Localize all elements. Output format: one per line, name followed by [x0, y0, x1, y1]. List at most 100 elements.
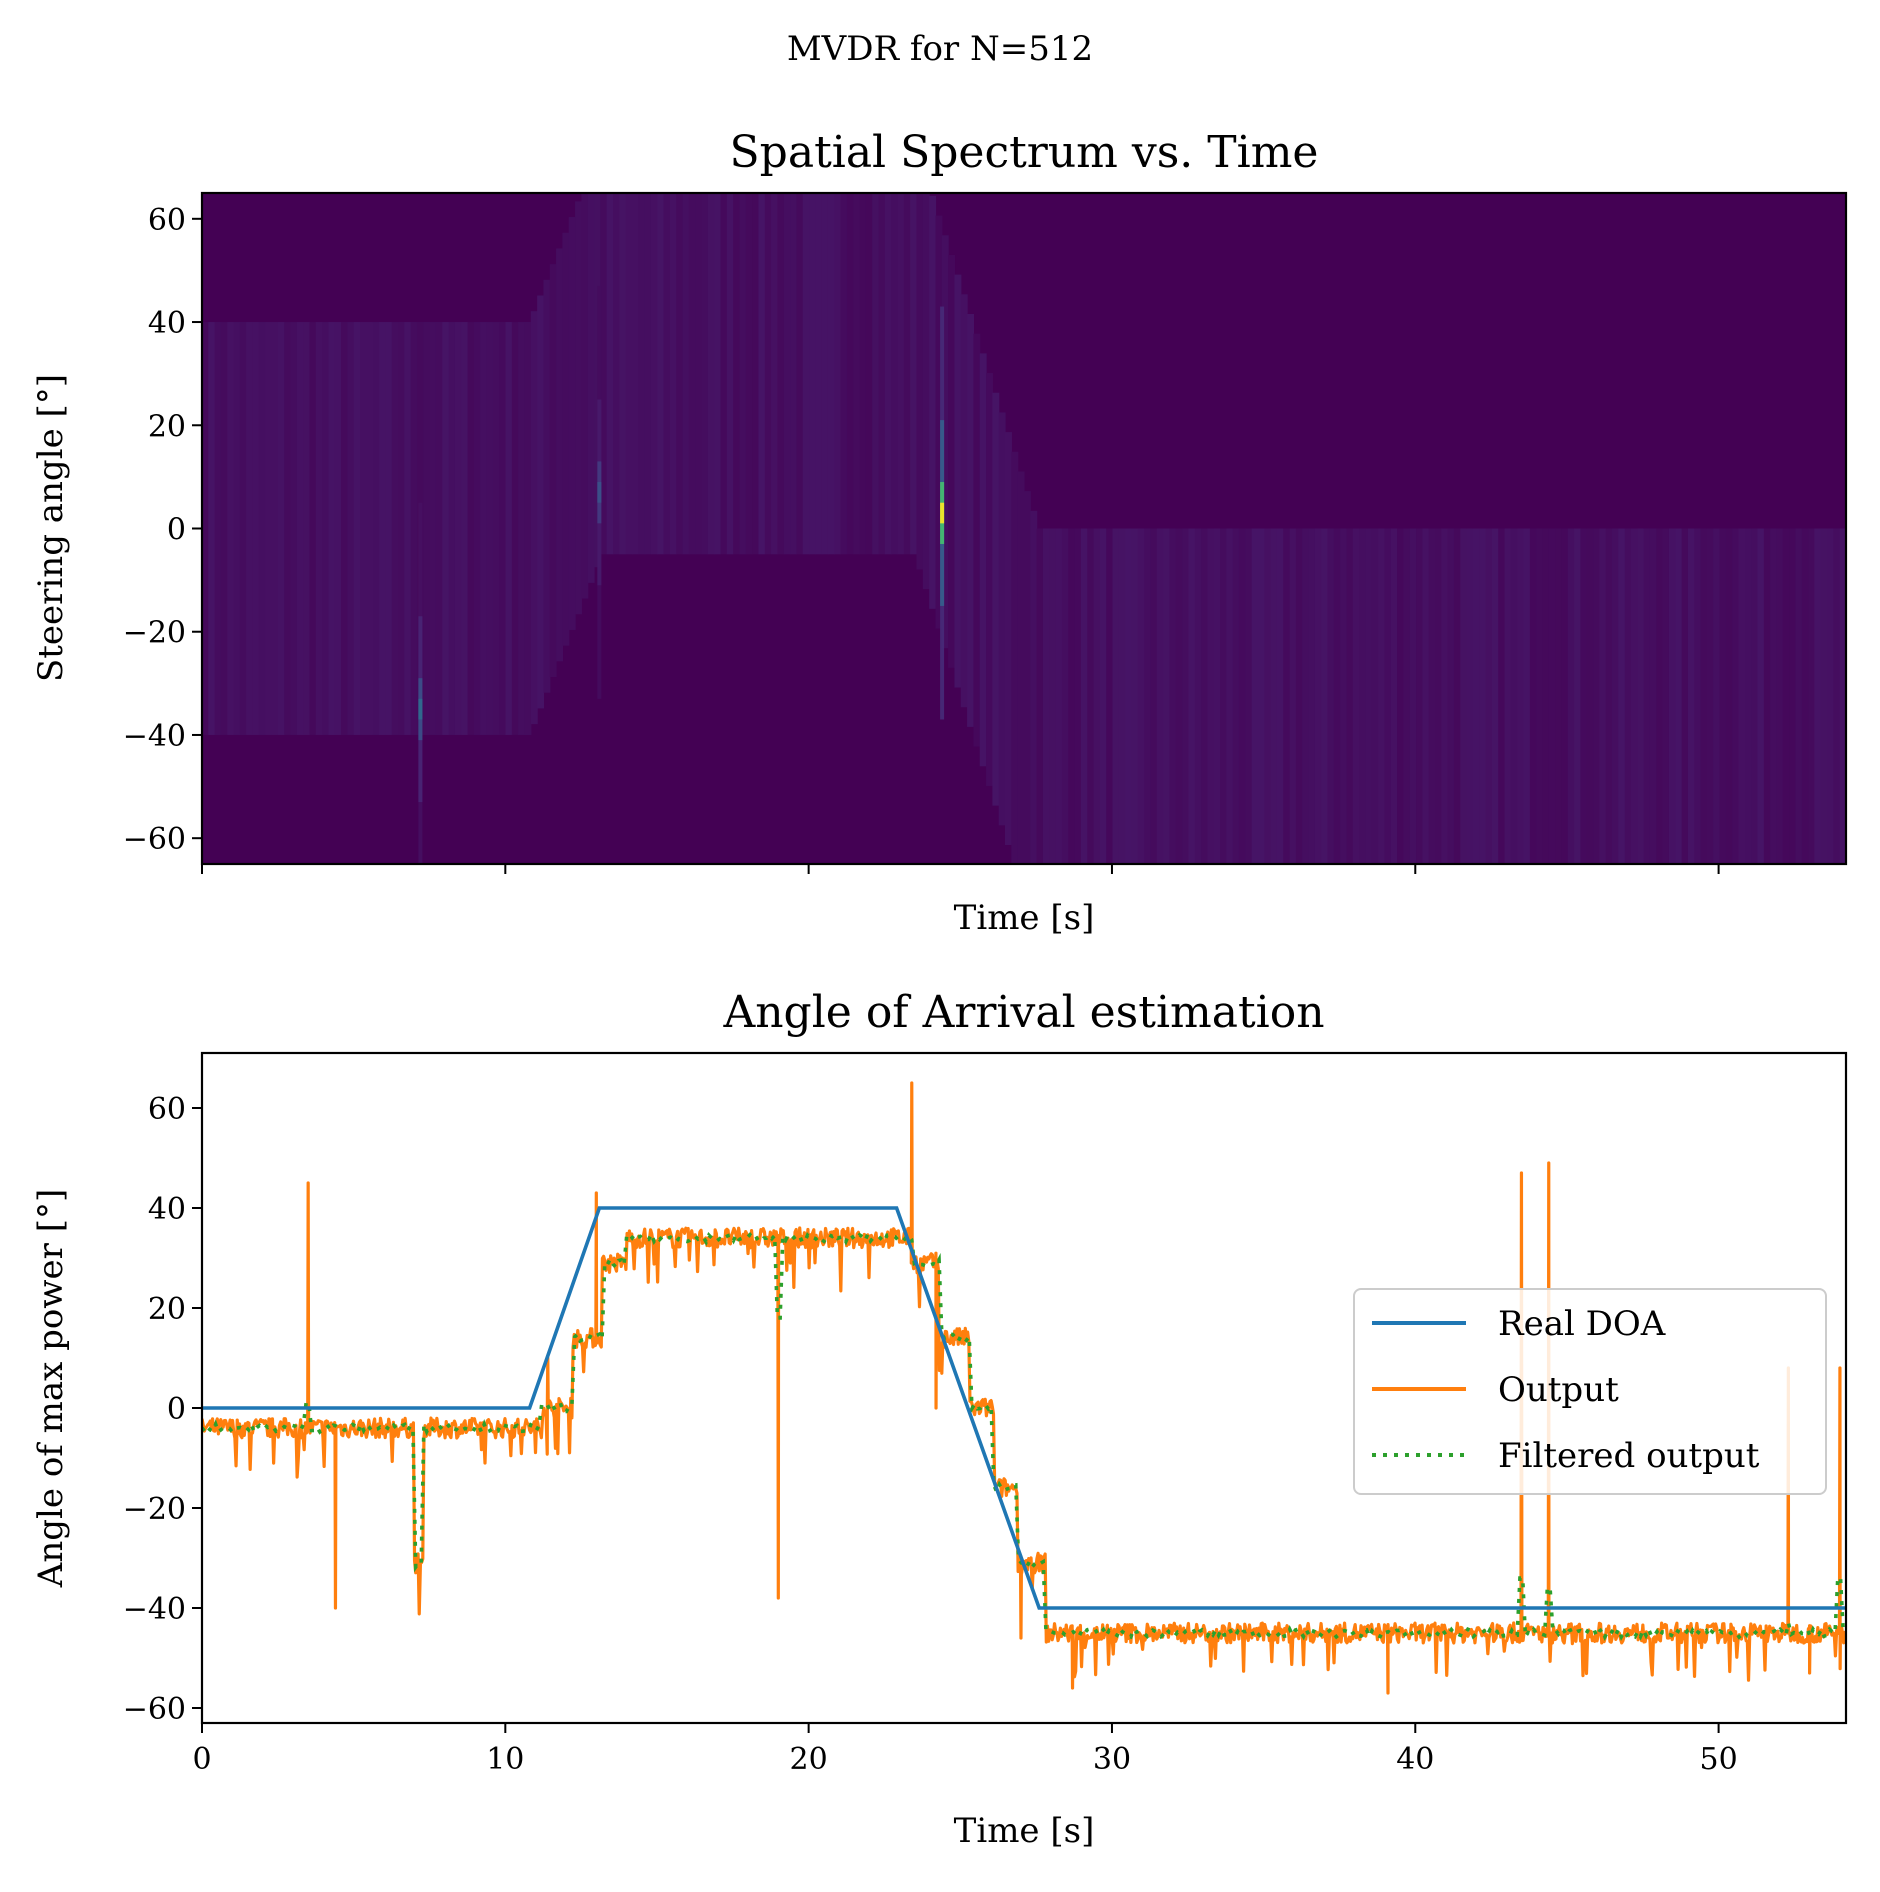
x-tick-label: 10: [486, 1742, 524, 1777]
y-tick-label: 0: [167, 1392, 186, 1427]
heatmap-peak: [418, 502, 423, 864]
legend-box: [1353, 1288, 1827, 1495]
heatmap-column: [809, 193, 816, 555]
heatmap-column: [202, 322, 209, 735]
y-tick-label: 20: [148, 409, 186, 444]
heatmap-column: [1593, 528, 1600, 864]
legend-label-filtered-output: Filtered output: [1498, 1436, 1760, 1476]
heatmap-column: [398, 322, 405, 735]
y-tick-label: −60: [123, 1692, 186, 1727]
heatmap-column: [1150, 528, 1158, 864]
heatmap-column: [663, 193, 671, 555]
heatmap-column: [929, 195, 937, 609]
heatmap-column: [214, 322, 222, 735]
heatmap-column: [1327, 528, 1335, 864]
heatmap-column: [1681, 528, 1689, 864]
heatmap-column: [1732, 528, 1740, 864]
heatmap-column: [1839, 528, 1846, 864]
heatmap-column: [1055, 528, 1063, 864]
figure-suptitle: MVDR for N=512: [787, 29, 1093, 69]
heatmap-column: [391, 322, 399, 735]
heatmap-column: [1649, 528, 1657, 864]
heatmap-column: [322, 322, 330, 735]
heatmap-column: [271, 322, 279, 735]
heatmap-column: [1833, 528, 1841, 864]
heatmap-column: [303, 322, 311, 735]
heatmap-column: [941, 235, 949, 649]
heatmap-column: [1251, 528, 1259, 864]
heatmap-column: [840, 193, 848, 555]
heatmap-column: [1485, 528, 1493, 864]
heatmap-column: [1719, 528, 1727, 864]
heatmap-column: [1024, 491, 1031, 864]
heatmap-column: [1631, 528, 1638, 864]
heatmap-column: [1283, 528, 1291, 864]
heatmap-column: [1384, 528, 1392, 864]
spectrum-ylabel: Steering angle [°]: [31, 374, 71, 682]
heatmap-column: [208, 322, 216, 735]
heatmap-column: [1005, 432, 1012, 846]
heatmap-column: [613, 193, 620, 555]
heatmap-column: [1599, 528, 1607, 864]
heatmap-column: [707, 193, 715, 555]
spectrum-y-ticks: −60 −40 −20 0 20 40 60: [123, 203, 202, 857]
heatmap-column: [606, 193, 614, 555]
heatmap-column: [758, 193, 766, 555]
heatmap-column: [714, 193, 722, 555]
heatmap-column: [1232, 528, 1240, 864]
heatmap-column: [625, 193, 633, 555]
heatmap-column: [1782, 528, 1790, 864]
heatmap-column: [1586, 528, 1594, 864]
heatmap-column: [644, 193, 652, 555]
heatmap-column: [448, 322, 456, 735]
heatmap-column: [688, 193, 696, 555]
heatmap-column: [986, 373, 993, 786]
heatmap-column: [1789, 528, 1797, 864]
heatmap-column: [1378, 528, 1386, 864]
spectrum-heatmap: [202, 193, 1846, 864]
heatmap-column: [973, 333, 981, 747]
heatmap-column: [1245, 528, 1253, 864]
heatmap-column: [752, 193, 760, 555]
heatmap-column: [1675, 528, 1683, 864]
heatmap-column: [1637, 528, 1645, 864]
heatmap-column: [676, 193, 684, 555]
heatmap-column: [998, 412, 1006, 826]
heatmap-column: [1390, 528, 1398, 864]
y-tick-label: −40: [123, 1592, 186, 1627]
legend-label-real-doa: Real DOA: [1498, 1304, 1666, 1344]
aoa-ylabel: Angle of max power [°]: [31, 1189, 71, 1588]
heatmap-column: [1605, 528, 1613, 864]
heatmap-column: [821, 193, 829, 555]
heatmap-column: [1371, 528, 1379, 864]
y-tick-label: −20: [123, 1492, 186, 1527]
heatmap-column: [1763, 528, 1771, 864]
heatmap-column: [1776, 528, 1784, 864]
heatmap-column: [1580, 528, 1588, 864]
heatmap-column: [1447, 528, 1455, 864]
heatmap-column: [1030, 510, 1038, 864]
heatmap-column: [486, 322, 494, 735]
heatmap-column: [790, 193, 797, 555]
heatmap-column: [1744, 528, 1752, 864]
heatmap-column: [948, 254, 956, 668]
heatmap-column: [916, 193, 924, 570]
heatmap-column: [492, 322, 500, 735]
heatmap-column: [1359, 528, 1367, 864]
heatmap-column: [777, 193, 785, 555]
heatmap-column: [1017, 471, 1025, 864]
heatmap-column: [1453, 528, 1461, 864]
heatmap-column: [1612, 528, 1619, 864]
heatmap-column: [1529, 528, 1537, 864]
heatmap-column: [1194, 528, 1202, 864]
heatmap-column: [1548, 528, 1556, 864]
heatmap-column: [1118, 528, 1126, 864]
heatmap-column: [872, 193, 880, 555]
heatmap-column: [1093, 528, 1101, 864]
heatmap-column: [903, 193, 911, 555]
heatmap-column: [1428, 528, 1436, 864]
heatmap-column: [1504, 528, 1512, 864]
heatmap-column: [1011, 451, 1019, 864]
heatmap-column: [1238, 528, 1246, 864]
heatmap-column: [1201, 528, 1208, 864]
